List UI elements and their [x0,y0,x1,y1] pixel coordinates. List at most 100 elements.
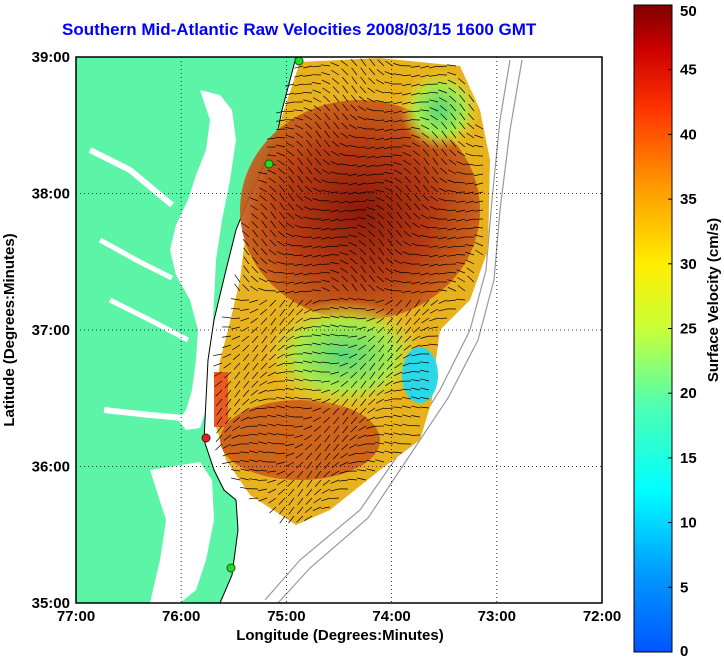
velocity-arrow [459,121,466,130]
velocity-arrow [339,334,349,337]
velocity-arrow [296,470,304,479]
velocity-arrow [213,362,223,367]
velocity-arrow [348,173,358,176]
velocity-arrow [276,397,286,400]
velocity-arrow [411,387,421,391]
velocity-arrow [395,344,403,352]
colorbar-tick-label: 15 [680,450,697,467]
colorbar [633,4,673,653]
velocity-arrow [367,407,376,414]
velocity-arrow [339,353,349,357]
river-1 [88,147,174,208]
velocity-arrow [296,308,304,316]
velocity-arrow [276,388,286,391]
velocity-arrow [252,344,259,353]
velocity-arrow [440,167,448,175]
velocity-arrow [288,184,295,193]
velocity-arrow [456,236,466,239]
velocity-arrow [303,360,313,364]
velocity-arrow [285,387,295,391]
velocity-arrow [261,238,268,247]
velocity-arrow [420,263,430,266]
velocity-arrow [411,415,421,418]
velocity-arrow [249,407,259,412]
velocity-arrow [323,149,331,157]
velocity-arrow [339,470,349,474]
velocity-arrow [288,515,295,524]
velocity-arrow [251,221,259,229]
velocity-arrow [330,209,340,213]
velocity-arrow [430,185,439,193]
velocity-arrow [339,297,349,301]
velocity-arrow [393,128,403,132]
velocity-arrow [465,191,475,195]
velocity-arrow [403,159,412,166]
velocity-arrow [368,398,376,406]
velocity-arrow [258,288,268,292]
velocity-arrow [277,488,286,496]
velocity-arrow [259,380,268,387]
velocity-arrow [378,229,385,238]
velocity-arrow [366,468,376,472]
velocity-arrow [243,247,250,256]
velocity-arrow [260,317,268,325]
velocity-arrow [404,221,412,229]
velocity-arrow [233,407,241,415]
velocity-arrow [402,371,412,374]
velocity-arrow [277,159,286,166]
velocity-arrow [333,443,340,452]
velocity-arrow [441,130,448,139]
velocity-arrow [267,479,277,484]
velocity-arrow [268,362,277,369]
velocity-arrow [405,299,412,308]
velocity-arrow [369,362,376,371]
velocity-arrow [468,103,475,112]
velocity-arrow [286,222,295,229]
velocity-arrow [241,222,250,229]
velocity-arrow [396,335,403,344]
velocity-arrow [323,104,331,112]
velocity-arrow [366,164,376,168]
velocity-arrow [258,497,268,502]
velocity-arrow [357,216,367,220]
velocity-arrow [378,362,385,371]
velocity-arrow [459,112,466,121]
velocity-arrow [422,308,430,316]
velocity-arrow [303,263,313,267]
velocity-arrow [378,344,385,353]
velocity-arrow [420,65,430,69]
velocity-arrow [304,122,313,130]
velocity-arrow [321,169,331,175]
velocity-arrow [267,432,277,436]
velocity-arrow [360,283,367,292]
velocity-arrow [349,362,358,369]
velocity-arrow [393,162,403,166]
velocity-arrow [447,236,457,240]
velocity-arrow [368,284,376,292]
velocity-arrow [270,317,277,326]
velocity-arrow [375,89,385,94]
velocity-arrow [296,140,304,148]
velocity-arrow [351,407,358,416]
velocity-arrow [366,317,376,322]
velocity-arrow [331,77,340,85]
velocity-arrow [258,179,268,184]
velocity-arrow [350,266,358,274]
velocity-arrow [303,407,313,410]
x-tick-label: 77:00 [57,608,95,625]
velocity-arrow [321,189,331,193]
velocity-arrow [295,317,304,324]
velocity-arrow [331,69,340,76]
velocity-arrow [465,163,475,166]
velocity-arrow [438,308,448,312]
velocity-arrow [339,461,349,467]
velocity-arrow [414,184,421,193]
velocity-arrow [375,450,385,454]
velocity-arrow [241,335,250,342]
velocity-arrow [375,398,385,404]
velocity-arrow [251,266,259,274]
velocity-arrow [276,119,286,122]
velocity-arrow [270,335,277,344]
velocity-arrow [288,193,295,202]
velocity-arrow [358,353,367,361]
